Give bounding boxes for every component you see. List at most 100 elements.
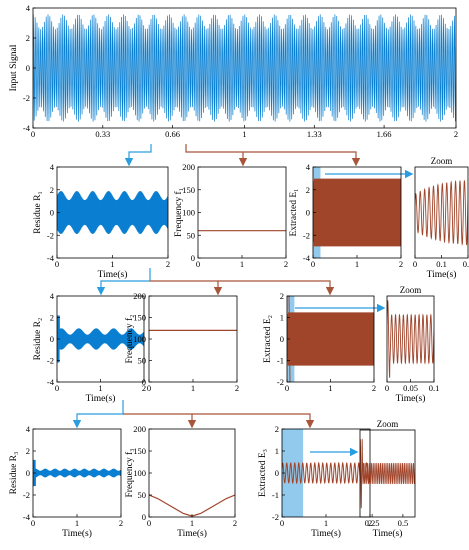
plot-area xyxy=(282,429,370,517)
arrow-to-extracted-1 xyxy=(243,151,361,167)
x-tick-label: 0 xyxy=(196,259,200,269)
plot-frame xyxy=(148,428,236,518)
arrow-to-extracted-2 xyxy=(218,280,335,296)
frequency-line xyxy=(149,494,235,517)
plot-area xyxy=(57,315,144,363)
y-axis-label: Residue R₃ xyxy=(9,452,19,495)
y-tick-label: -1 xyxy=(277,356,284,366)
zoom-window xyxy=(282,429,304,517)
y-tick-label: 4 xyxy=(50,291,55,301)
x-tick-label: 1 xyxy=(355,259,359,269)
y-axis-label: Frequency f₃ xyxy=(124,449,135,498)
y-tick-label: 100 xyxy=(182,208,195,218)
y-tick-label: 100 xyxy=(133,468,146,478)
series-layer xyxy=(149,494,235,517)
zoom-line xyxy=(415,179,468,246)
y-tick-label: -2 xyxy=(272,512,279,522)
x-tick-label: 2 xyxy=(142,383,146,393)
plot-area xyxy=(149,494,235,517)
plot-frame xyxy=(359,429,416,518)
y-tick-label: 150 xyxy=(182,185,195,195)
y-tick-label: 1 xyxy=(280,313,284,323)
y-tick-label: 150 xyxy=(133,313,146,323)
y-tick-label: 0 xyxy=(142,512,146,522)
x-tick-label: 0.05 xyxy=(403,383,418,393)
series-layer xyxy=(33,14,456,122)
y-axis-label: Extracted E₂ xyxy=(263,315,273,363)
x-tick-label: 0 xyxy=(280,518,284,528)
series-layer xyxy=(57,315,144,363)
arrow-to-frequency-2 xyxy=(150,280,223,296)
x-axis-label: Time(s) xyxy=(311,528,341,539)
x-tick-label: 0 xyxy=(285,383,289,393)
plot-frame xyxy=(148,295,238,383)
chart-e3: 0 1 2 -2 -1 0 1 2 Extracted E₃ Time(s) xyxy=(258,424,372,539)
chart-e2: 0 1 2 -2 -1 0 1 2 Extracted E₂ xyxy=(263,291,376,393)
x-tick-label: 1 xyxy=(110,259,114,269)
y-tick-label: 50 xyxy=(138,490,147,500)
plot-area xyxy=(287,296,374,382)
y-axis-label: Residue R₂ xyxy=(33,318,43,361)
x-tick-label: 0 xyxy=(31,129,35,139)
zoom-line xyxy=(360,438,415,509)
chart-z1: 0 0.1 0.2 Time(s) Zoom xyxy=(413,156,469,280)
x-tick-label: 0 xyxy=(55,383,59,393)
y-tick-label: 100 xyxy=(133,334,146,344)
input-signal-line xyxy=(33,14,456,122)
y-tick-label: 200 xyxy=(133,424,146,434)
y-tick-label: -2 xyxy=(47,230,54,240)
series-layer xyxy=(287,296,374,382)
y-tick-label: 0 xyxy=(306,208,310,218)
x-tick-label: 2 xyxy=(454,129,458,139)
x-tick-label: 1 xyxy=(240,259,244,269)
x-tick-label: 0 xyxy=(31,518,35,528)
chart-top: 0 0.33 0.66 1 1.33 1.66 2 -4 -2 0 2 4 Input Signal xyxy=(9,3,458,139)
panel-title: Zoom xyxy=(400,285,422,295)
x-tick-label: 0 xyxy=(55,259,59,269)
x-tick-label: 0.66 xyxy=(165,129,180,139)
y-tick-label: 0 xyxy=(280,334,284,344)
residue-line xyxy=(33,459,121,487)
y-tick-label: 50 xyxy=(138,356,147,366)
x-tick-label: 0.1 xyxy=(429,383,440,393)
y-axis-label: Frequency f₂ xyxy=(124,315,135,364)
arrow-to-frequency-1 xyxy=(185,144,248,167)
y-axis-label: Input Signal xyxy=(9,44,19,91)
x-tick-label: 0 xyxy=(385,383,389,393)
chart-r1: 0 1 2 -4 -2 0 2 4 Residue R₁ Time(s) xyxy=(33,162,170,280)
y-tick-label: 150 xyxy=(133,446,146,456)
x-tick-label: 2 xyxy=(119,518,123,528)
zoom-line xyxy=(387,300,434,378)
x-axis-label: Time(s) xyxy=(373,528,403,539)
y-tick-label: 4 xyxy=(50,162,55,172)
x-tick-label: 0 xyxy=(147,383,151,393)
x-tick-label: 2 xyxy=(166,259,170,269)
y-tick-label: 2 xyxy=(26,446,30,456)
x-tick-label: 2 xyxy=(284,259,288,269)
x-tick-label: 0.1 xyxy=(436,259,447,269)
extracted-line xyxy=(313,178,401,247)
plot-area xyxy=(387,300,434,378)
y-tick-label: 4 xyxy=(26,424,31,434)
y-tick-label: 0 xyxy=(142,377,146,387)
x-tick-label: 2 xyxy=(235,383,239,393)
plot-area xyxy=(415,179,468,246)
chart-r3: 0 1 2 -4 -2 0 2 4 Residue R₃ Time(s) xyxy=(9,424,123,539)
chart-f1: 0 1 2 0 50 100 150 200 Frequency f₁ xyxy=(173,162,288,269)
x-tick-label: 1 xyxy=(98,383,102,393)
arrow-to-extracted-3 xyxy=(192,413,315,429)
x-tick-label: 2 xyxy=(368,518,372,528)
y-tick-label: 0 xyxy=(26,63,30,73)
y-tick-label: -4 xyxy=(47,253,55,263)
x-tick-label: 1 xyxy=(75,518,79,528)
y-tick-label: 2 xyxy=(26,33,30,43)
y-axis-label: Residue R₁ xyxy=(33,191,43,234)
x-tick-label: 0.2 xyxy=(463,259,469,269)
y-tick-label: 4 xyxy=(306,162,311,172)
y-tick-label: -2 xyxy=(47,356,54,366)
x-tick-label: 0 xyxy=(413,259,417,269)
